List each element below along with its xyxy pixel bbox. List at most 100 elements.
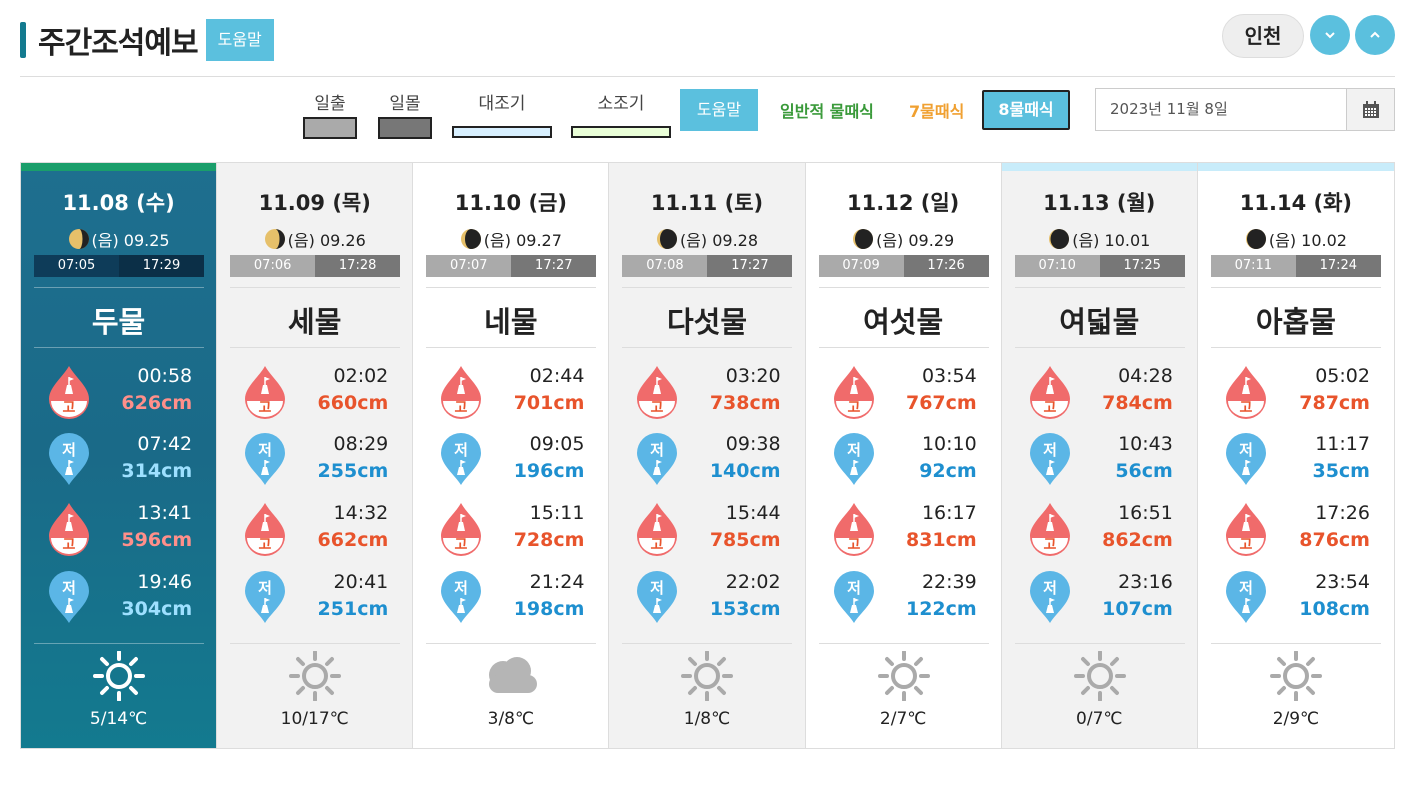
high-tide-icon: 고 bbox=[1225, 366, 1266, 419]
high-tide-icon: 고 bbox=[637, 366, 678, 419]
legend-neap-tide: 소조기 bbox=[571, 94, 671, 138]
tide-height: 140cm bbox=[709, 460, 781, 482]
lunar-date: (음) 09.26 bbox=[287, 231, 366, 250]
divider bbox=[426, 347, 597, 348]
chevron-up-icon[interactable] bbox=[1355, 15, 1395, 55]
tide-entry: 저 10:43 56cm bbox=[1002, 431, 1197, 487]
tide-name: 여섯물 bbox=[863, 305, 944, 339]
low-tide-icon: 저 bbox=[1029, 433, 1070, 485]
lunar-date-row: (음) 09.26 bbox=[217, 227, 412, 251]
tide-time: 03:54 bbox=[921, 365, 977, 387]
day-date: 11.12 (일) bbox=[847, 191, 960, 215]
divider bbox=[34, 347, 204, 348]
sun-times-bar: 07:07 17:27 bbox=[426, 255, 597, 277]
date-field[interactable]: 2023년 11월 8일 bbox=[1095, 88, 1347, 131]
mode-general-button[interactable]: 일반적 물때식 bbox=[780, 102, 874, 121]
tide-entry: 저 19:46 304cm bbox=[21, 569, 216, 625]
divider bbox=[230, 347, 401, 348]
svg-text:고: 고 bbox=[1043, 537, 1056, 553]
tide-entry: 고 04:28 784cm bbox=[1002, 363, 1197, 419]
tide-entry: 고 03:54 767cm bbox=[806, 363, 1001, 419]
high-tide-icon: 고 bbox=[49, 366, 89, 419]
tide-entry: 저 23:16 107cm bbox=[1002, 569, 1197, 625]
tide-period-bar bbox=[1001, 163, 1197, 171]
tide-height: 738cm bbox=[709, 392, 781, 414]
mode-7-button[interactable]: 7물때식 bbox=[909, 102, 965, 121]
low-tide-icon: 저 bbox=[637, 571, 678, 623]
lunar-date-row: (음) 09.27 bbox=[413, 227, 608, 251]
divider bbox=[230, 287, 401, 288]
tide-entry: 고 00:58 626cm bbox=[21, 363, 216, 419]
tide-name: 아홉물 bbox=[1255, 305, 1336, 339]
svg-text:고: 고 bbox=[847, 400, 860, 416]
lunar-date: (음) 09.27 bbox=[483, 231, 562, 250]
day-date: 11.09 (목) bbox=[258, 191, 371, 215]
tide-period-bar bbox=[1197, 163, 1394, 171]
sun-icon bbox=[877, 651, 930, 701]
svg-text:고: 고 bbox=[63, 537, 76, 553]
tide-height: 35cm bbox=[1312, 460, 1370, 482]
sun-times-bar: 07:05 17:29 bbox=[34, 255, 204, 277]
tide-entry: 고 15:44 785cm bbox=[609, 500, 804, 556]
tide-time: 20:41 bbox=[333, 571, 389, 593]
svg-text:저: 저 bbox=[454, 579, 468, 597]
tide-time: 16:17 bbox=[921, 502, 977, 524]
tide-entry: 저 20:41 251cm bbox=[217, 569, 412, 625]
tide-name: 다섯물 bbox=[666, 305, 748, 339]
svg-text:고: 고 bbox=[847, 537, 860, 553]
legend-neap-tide-swatch bbox=[571, 126, 671, 138]
svg-text:고: 고 bbox=[651, 537, 664, 553]
moon-phase-icon bbox=[656, 229, 677, 249]
tide-entry: 저 23:54 108cm bbox=[1198, 569, 1394, 625]
tide-height: 153cm bbox=[709, 598, 781, 620]
tide-time: 23:54 bbox=[1315, 571, 1370, 593]
low-tide-icon: 저 bbox=[441, 571, 482, 623]
tide-height: 255cm bbox=[317, 460, 389, 482]
legend-sunrise-label: 일출 bbox=[314, 94, 346, 114]
day-column: 11.09 (목) (음) 09.26 07:06 17:28 세물 고 02:… bbox=[217, 163, 414, 748]
day-date: 11.08 (수) bbox=[62, 191, 175, 215]
calendar-button[interactable] bbox=[1346, 88, 1395, 131]
legend-spring-tide: 대조기 bbox=[452, 94, 552, 138]
tide-entry: 고 13:41 596cm bbox=[21, 500, 216, 556]
svg-text:고: 고 bbox=[1239, 537, 1252, 553]
tide-height: 785cm bbox=[709, 529, 781, 551]
tide-time: 00:58 bbox=[137, 365, 193, 387]
divider bbox=[230, 643, 401, 644]
sun-icon bbox=[289, 651, 342, 701]
chevron-down-icon[interactable] bbox=[1310, 15, 1350, 55]
help-button[interactable]: 도움말 bbox=[205, 19, 274, 61]
divider bbox=[622, 287, 793, 288]
tide-entry: 고 05:02 787cm bbox=[1198, 363, 1394, 419]
temperature: 0/7℃ bbox=[1076, 709, 1123, 729]
tide-time: 15:11 bbox=[529, 502, 585, 524]
high-tide-icon: 고 bbox=[833, 503, 874, 556]
divider bbox=[1014, 643, 1185, 644]
legend-help-button[interactable]: 도움말 bbox=[680, 89, 758, 131]
lunar-date-row: (음) 09.28 bbox=[609, 227, 804, 251]
lunar-date: (음) 09.29 bbox=[876, 231, 955, 250]
tide-time: 10:43 bbox=[1118, 433, 1173, 455]
moon-phase-icon bbox=[853, 229, 874, 249]
lunar-date-row: (음) 10.01 bbox=[1002, 227, 1197, 251]
tide-entry: 고 15:11 728cm bbox=[413, 500, 608, 556]
divider bbox=[34, 287, 204, 288]
svg-text:저: 저 bbox=[454, 441, 468, 459]
low-tide-icon: 저 bbox=[833, 433, 874, 485]
svg-text:고: 고 bbox=[63, 400, 76, 416]
sun-times-bar: 07:06 17:28 bbox=[230, 255, 401, 277]
day-column: 11.13 (월) (음) 10.01 07:10 17:25 여덟물 고 04… bbox=[1001, 163, 1198, 748]
tide-entry: 저 11:17 35cm bbox=[1198, 431, 1394, 487]
moon-phase-icon bbox=[68, 229, 89, 249]
tide-time: 23:16 bbox=[1118, 571, 1173, 593]
mode-8-button[interactable]: 8물때식 bbox=[982, 90, 1070, 130]
day-column: 11.12 (일) (음) 09.29 07:09 17:26 여섯물 고 03… bbox=[805, 163, 1002, 748]
high-tide-icon: 고 bbox=[833, 366, 874, 419]
lunar-date: (음) 10.01 bbox=[1072, 231, 1151, 250]
tide-entry: 저 08:29 255cm bbox=[217, 431, 412, 487]
title-accent-bar bbox=[20, 22, 26, 58]
region-button[interactable]: 인천 bbox=[1222, 14, 1304, 58]
low-tide-icon: 저 bbox=[637, 433, 678, 485]
tide-time: 10:10 bbox=[921, 433, 977, 455]
low-tide-icon: 저 bbox=[833, 571, 874, 623]
